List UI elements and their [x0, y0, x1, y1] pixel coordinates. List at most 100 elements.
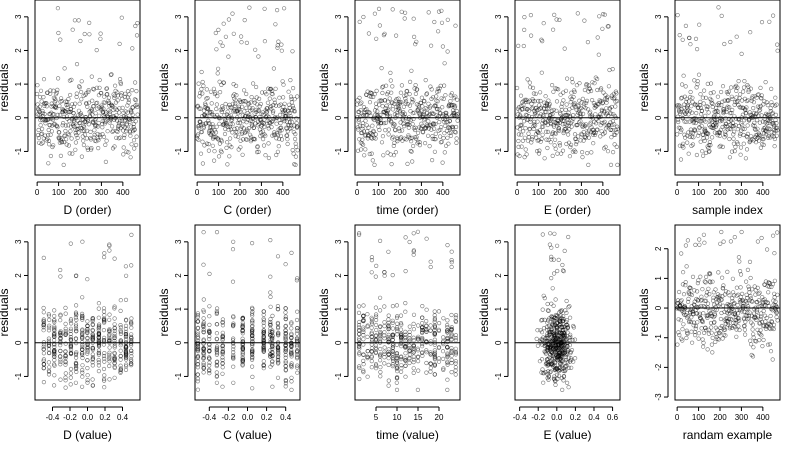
data-point: [250, 374, 255, 380]
data-point: [744, 134, 749, 139]
data-point: [216, 154, 222, 159]
data-point: [36, 127, 41, 133]
data-point: [689, 104, 694, 109]
x-tick-label: 200: [233, 188, 247, 197]
data-point: [528, 33, 534, 38]
data-point: [283, 314, 288, 319]
plot-frame: [674, 224, 781, 401]
data-point: [553, 146, 558, 151]
data-point: [294, 278, 300, 283]
data-point: [68, 106, 74, 112]
data-point: [449, 357, 454, 363]
data-point: [747, 290, 752, 295]
data-point: [558, 92, 563, 97]
data-point: [257, 104, 262, 109]
scatter-panel: -0.4 -0.2 0.0 0.2 0.4C (value)-10123residual…: [157, 224, 301, 442]
data-point: [741, 85, 747, 90]
data-point: [757, 290, 762, 295]
data-point: [535, 328, 540, 333]
data-point: [114, 135, 119, 140]
data-point: [58, 318, 63, 323]
data-point: [720, 286, 726, 291]
data-point: [273, 22, 278, 27]
data-point: [201, 324, 206, 330]
plot-frame: [354, 224, 461, 401]
data-point: [552, 12, 557, 17]
data-point: [247, 5, 252, 10]
data-points: [41, 232, 134, 390]
data-point: [774, 310, 780, 315]
data-point: [207, 314, 212, 319]
data-point: [283, 328, 288, 333]
data-point: [445, 243, 450, 248]
data-point: [73, 380, 78, 385]
data-point: [96, 343, 102, 349]
data-point: [552, 322, 558, 327]
data-point: [249, 134, 254, 139]
data-point: [264, 92, 269, 97]
data-point: [426, 119, 431, 124]
data-point: [610, 150, 616, 155]
data-point: [365, 349, 370, 354]
data-point: [201, 366, 206, 371]
data-point: [219, 150, 224, 155]
data-point: [68, 321, 74, 326]
data-point: [445, 49, 450, 54]
data-point: [85, 366, 90, 371]
x-tick-label: 0: [35, 188, 40, 197]
y-tick-label: 2: [14, 273, 23, 278]
data-point: [598, 134, 603, 139]
data-point: [719, 13, 724, 18]
data-point: [382, 330, 387, 335]
x-axis: -0.4 -0.2 0.0 0.2 0.4: [202, 406, 292, 422]
data-point: [589, 97, 595, 103]
data-point: [424, 348, 429, 353]
data-point: [276, 307, 281, 312]
data-point: [394, 364, 400, 369]
data-point: [73, 273, 79, 279]
data-point: [421, 98, 427, 103]
data-point: [65, 102, 70, 107]
data-point: [227, 124, 232, 129]
data-point: [102, 385, 107, 390]
data-point: [105, 91, 110, 97]
y-axis-label: residuals: [0, 63, 11, 111]
data-point: [574, 139, 579, 144]
data-point: [707, 279, 712, 284]
data-point: [46, 360, 52, 365]
data-point: [678, 318, 683, 323]
data-point: [289, 354, 294, 359]
data-point: [107, 350, 112, 355]
data-point: [713, 339, 718, 345]
data-point: [47, 350, 52, 356]
data-point: [355, 102, 360, 107]
data-point: [374, 105, 379, 110]
data-point: [361, 332, 366, 338]
data-point: [712, 313, 718, 318]
data-point: [453, 315, 458, 320]
data-point: [432, 317, 437, 322]
data-point: [578, 118, 583, 124]
data-point: [441, 119, 447, 124]
data-point: [432, 309, 437, 314]
data-point: [706, 142, 712, 148]
data-point: [275, 326, 281, 331]
data-point: [58, 339, 63, 344]
data-point: [70, 151, 75, 156]
data-point: [730, 306, 735, 311]
data-point: [549, 276, 554, 281]
data-point: [549, 82, 555, 88]
data-point: [118, 331, 123, 337]
x-tick-label: 0.4: [280, 413, 292, 422]
data-point: [516, 138, 521, 144]
data-point: [763, 299, 768, 305]
data-point: [195, 348, 200, 353]
data-point: [52, 363, 57, 368]
data-point: [220, 323, 225, 328]
data-point: [233, 98, 238, 103]
data-point: [361, 142, 366, 147]
x-tick-label: 0.6: [607, 413, 619, 422]
data-point: [71, 118, 77, 123]
data-point: [412, 110, 417, 115]
